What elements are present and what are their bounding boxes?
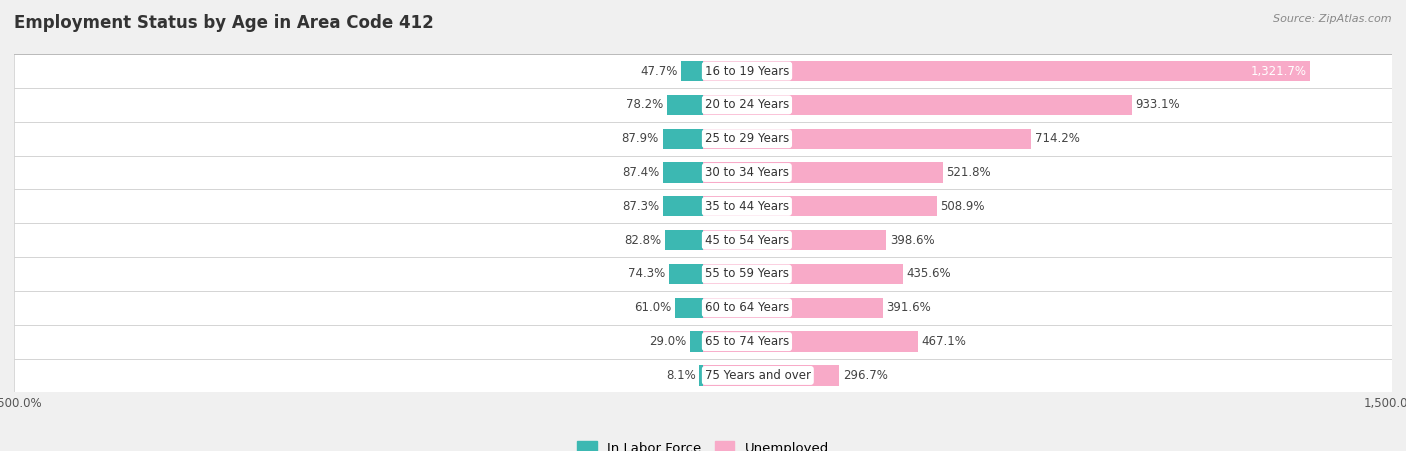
Bar [703,162,942,183]
Text: 20 to 24 Years: 20 to 24 Years [704,98,789,111]
Text: 74.3%: 74.3% [628,267,665,281]
Bar [703,61,1310,81]
Text: 82.8%: 82.8% [624,234,661,247]
Legend: In Labor Force, Unemployed: In Labor Force, Unemployed [571,436,835,451]
Bar [690,331,703,352]
Text: 87.4%: 87.4% [621,166,659,179]
Bar [703,230,886,250]
Text: 78.2%: 78.2% [626,98,664,111]
Text: 29.0%: 29.0% [648,335,686,348]
Text: 435.6%: 435.6% [907,267,952,281]
Bar [14,189,1392,223]
Text: Source: ZipAtlas.com: Source: ZipAtlas.com [1274,14,1392,23]
Text: 1,321.7%: 1,321.7% [1250,64,1306,78]
Bar [662,162,703,183]
Bar [703,129,1031,149]
Text: 296.7%: 296.7% [844,369,887,382]
Text: 391.6%: 391.6% [887,301,931,314]
Text: 61.0%: 61.0% [634,301,671,314]
Bar [14,156,1392,189]
Bar [662,129,703,149]
Text: 87.9%: 87.9% [621,132,659,145]
Text: 521.8%: 521.8% [946,166,991,179]
Text: 933.1%: 933.1% [1135,98,1180,111]
Text: 60 to 64 Years: 60 to 64 Years [704,301,789,314]
Bar [675,298,703,318]
Bar [14,291,1392,325]
Bar [662,196,703,216]
Text: 65 to 74 Years: 65 to 74 Years [704,335,789,348]
Bar [703,196,936,216]
Bar [14,54,1392,88]
Bar [14,122,1392,156]
Text: 25 to 29 Years: 25 to 29 Years [704,132,789,145]
Text: 47.7%: 47.7% [640,64,678,78]
Text: 714.2%: 714.2% [1035,132,1080,145]
Bar [703,264,903,284]
Text: 508.9%: 508.9% [941,200,986,213]
Text: 16 to 19 Years: 16 to 19 Years [704,64,789,78]
Text: 398.6%: 398.6% [890,234,935,247]
Bar [14,257,1392,291]
Text: 45 to 54 Years: 45 to 54 Years [704,234,789,247]
Text: 8.1%: 8.1% [666,369,696,382]
Text: 30 to 34 Years: 30 to 34 Years [704,166,789,179]
Text: Employment Status by Age in Area Code 412: Employment Status by Age in Area Code 41… [14,14,434,32]
Bar [703,298,883,318]
Bar [666,95,703,115]
Bar [669,264,703,284]
Bar [14,223,1392,257]
Text: 55 to 59 Years: 55 to 59 Years [704,267,789,281]
Bar [681,61,703,81]
Bar [699,365,703,386]
Bar [703,331,918,352]
Bar [14,325,1392,359]
Text: 467.1%: 467.1% [921,335,966,348]
Bar [14,88,1392,122]
Bar [703,95,1132,115]
Text: 35 to 44 Years: 35 to 44 Years [704,200,789,213]
Text: 75 Years and over: 75 Years and over [704,369,811,382]
Bar [703,365,839,386]
Bar [665,230,703,250]
Text: 87.3%: 87.3% [621,200,659,213]
Bar [14,359,1392,392]
